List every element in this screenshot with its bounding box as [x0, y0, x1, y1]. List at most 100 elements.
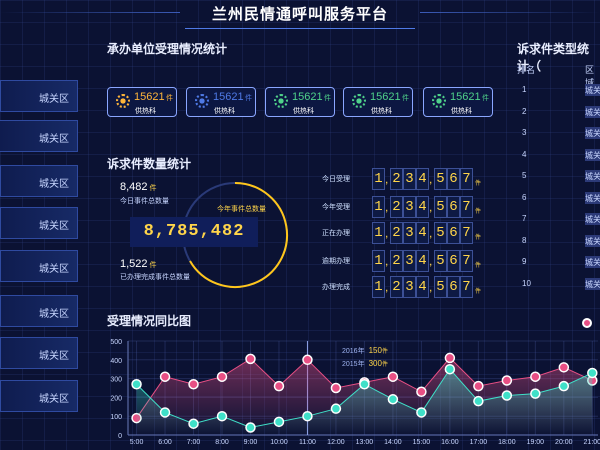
y-tick-label: 500	[110, 339, 122, 346]
tooltip-row-2: 2015年 300件	[342, 359, 388, 369]
table-row[interactable]: 2 城关	[500, 102, 600, 122]
type-section-title: 诉求件类型统计（	[517, 42, 590, 73]
sidebar-item-8[interactable]: 城关区	[0, 380, 78, 412]
table-row[interactable]: 5 城关	[500, 166, 600, 186]
total-count-box: 8,785,482	[130, 217, 258, 247]
sidebar-item-label: 城关区	[39, 179, 69, 190]
page-title: 兰州民情通呼叫服务平台	[211, 6, 388, 23]
digit-cell: 3	[403, 250, 416, 272]
unit-card[interactable]: 15621 件供热科	[423, 87, 493, 117]
unit-card-dept: 供热科	[135, 108, 156, 115]
digit-cell: 4	[416, 196, 429, 218]
digit-row-label: 逾期办理	[322, 258, 350, 265]
sidebar-item-6[interactable]: 城关区	[0, 295, 78, 327]
unit-card-dept: 供热科	[214, 108, 235, 115]
unit-card-value: 15621	[370, 91, 401, 103]
sidebar-item-label: 城关区	[39, 94, 69, 105]
rank-value: 2	[522, 106, 527, 116]
done-count-value: 1,522	[120, 258, 148, 270]
digit-cell: 4	[416, 168, 429, 190]
sidebar-item-3[interactable]: 城关区	[0, 165, 78, 197]
region-value: 城关	[585, 86, 600, 95]
digit-cell: 3	[403, 168, 416, 190]
data-point	[245, 422, 256, 433]
sidebar-item-7[interactable]: 城关区	[0, 337, 78, 369]
digit-row-label: 今日受理	[322, 176, 350, 183]
table-row[interactable]: 6 城关	[500, 188, 600, 208]
sidebar-item-label: 城关区	[39, 134, 69, 145]
sidebar-item-1[interactable]: 城关区	[0, 80, 78, 112]
tooltip-row-1-unit: 件	[381, 349, 388, 355]
table-row[interactable]: 9 城关	[500, 252, 600, 272]
table-row[interactable]: 4 城关	[500, 145, 600, 165]
digit-cell: 4	[416, 250, 429, 272]
region-cell: 城关	[585, 234, 600, 247]
digit-row-unit: 件	[475, 289, 482, 295]
region-cell: 城关	[585, 213, 600, 225]
unit-card[interactable]: 15621 件供热科	[107, 87, 177, 117]
data-point	[188, 378, 199, 390]
data-point	[558, 380, 570, 392]
table-row[interactable]: 10 城关	[500, 274, 600, 294]
unit-card[interactable]: 15621 件供热科	[186, 87, 256, 117]
digit-cell: 5	[434, 250, 447, 272]
data-point	[416, 386, 427, 398]
digit-separator: ,	[429, 280, 433, 294]
digit-cell: 6	[447, 222, 460, 244]
region-cell: 城关	[585, 105, 600, 118]
digit-cell: 4	[416, 276, 429, 298]
digit-separator: ,	[385, 200, 389, 214]
data-point	[273, 380, 285, 392]
sidebar-item-4[interactable]: 城关区	[0, 207, 78, 239]
x-tick-label: 12:00	[327, 439, 345, 446]
x-tick-label: 8:00	[215, 439, 229, 446]
x-tick-label: 16:00	[441, 439, 459, 446]
data-point	[501, 390, 513, 401]
digit-cell: 7	[460, 222, 473, 244]
today-count-unit: 件	[149, 185, 157, 192]
sidebar-item-label: 城关区	[39, 351, 69, 362]
units-section-title: 承办单位受理情况统计	[107, 42, 228, 56]
table-row[interactable]: 8 城关	[500, 231, 600, 251]
unit-card-unit: 件	[402, 95, 409, 102]
y-tick-label: 0	[118, 433, 122, 440]
data-point	[159, 371, 171, 382]
ring-progress	[189, 182, 289, 288]
table-row[interactable]: 1 城关	[500, 80, 600, 100]
x-tick-label: 17:00	[470, 439, 488, 446]
y-tick-label: 400	[110, 358, 122, 365]
region-value: 城关	[585, 193, 600, 203]
unit-card-dept: 供热科	[293, 108, 314, 115]
digit-row-label: 办理完成	[322, 284, 350, 291]
unit-card[interactable]: 15621 件供热科	[343, 87, 413, 117]
rank-value: 3	[522, 128, 527, 137]
region-col-header: 区域	[585, 65, 595, 88]
sidebar-item-label: 城关区	[39, 309, 69, 320]
table-row[interactable]: 3 城关	[500, 123, 600, 143]
x-tick-label: 21:00	[584, 439, 600, 446]
unit-card-unit: 件	[245, 95, 252, 102]
sidebar-item-label: 城关区	[39, 394, 69, 405]
comparison-chart: 0 100 200 300 400 500 5:00 6:00 7:00 8:00 9:00 10:0…	[110, 339, 600, 446]
total-count-label: 今年事件总数量	[217, 206, 266, 213]
tooltip-row-1: 2016年 150件	[342, 346, 388, 356]
table-row[interactable]: 7 城关	[500, 209, 600, 229]
today-count-value: 8,482	[120, 181, 148, 193]
sidebar-item-2[interactable]: 城关区	[0, 120, 78, 152]
digit-cell: 6	[447, 196, 460, 218]
sidebar-item-5[interactable]: 城关区	[0, 250, 78, 282]
data-point	[530, 388, 541, 399]
digit-cell: 2	[390, 276, 403, 298]
digit-cell: 2	[390, 196, 403, 218]
rank-value: 7	[522, 214, 527, 223]
data-point	[387, 394, 399, 405]
digit-cell: 2	[390, 222, 403, 244]
data-point	[302, 354, 313, 366]
digit-row: 正在办理 1, 2 3 4, 5 6 7 件	[320, 222, 481, 244]
tooltip-row-2-unit: 件	[381, 362, 388, 368]
region-cell: 城关	[585, 277, 600, 290]
digit-row: 今年受理 1, 2 3 4, 5 6 7 件	[320, 196, 481, 218]
unit-card[interactable]: 15621 件供热科	[265, 87, 335, 117]
title-frame	[185, 0, 415, 29]
region-cell: 城关	[585, 127, 600, 139]
